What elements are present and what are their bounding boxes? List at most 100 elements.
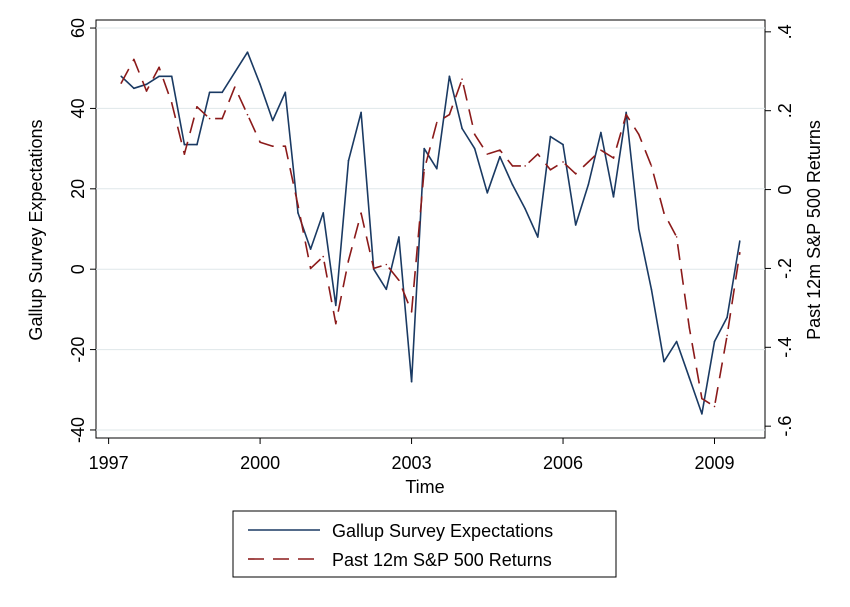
x-tick-label: 2000: [240, 453, 280, 473]
data-point: [385, 263, 388, 266]
gridlines: [96, 27, 765, 431]
data-point: [536, 153, 539, 155]
data-point: [524, 165, 526, 167]
data-point: [347, 259, 350, 262]
x-tick-label: 1997: [89, 453, 129, 473]
y-right-tick-label: -.4: [775, 337, 795, 358]
data-point: [637, 133, 640, 136]
x-tick-label: 2009: [694, 453, 734, 473]
legend-label-sp500: Past 12m S&P 500 Returns: [332, 550, 552, 570]
data-point: [234, 71, 236, 74]
data-point: [145, 83, 148, 86]
plot-area: [95, 19, 766, 439]
data-point: [347, 159, 350, 162]
data-point: [637, 228, 640, 230]
data-point: [663, 212, 665, 215]
y-right-tick-label: .2: [775, 103, 795, 118]
legend-box: [232, 510, 617, 578]
data-point: [726, 316, 728, 319]
data-point: [738, 240, 741, 242]
data-point: [221, 91, 224, 94]
data-point: [461, 127, 463, 130]
data-point: [246, 51, 249, 53]
data-point: [562, 143, 564, 146]
data-point: [587, 183, 590, 186]
data-point: [663, 360, 665, 363]
data-point: [133, 87, 135, 90]
series-line-sp500: [120, 58, 741, 408]
data-point: [322, 255, 325, 258]
data-point: [360, 111, 362, 114]
y-left-tick-label: -40: [68, 417, 88, 443]
y-left-tick-label: 60: [68, 18, 88, 38]
data-point: [246, 113, 249, 116]
data-point: [473, 147, 476, 150]
data-point: [713, 340, 716, 343]
x-tick-label: 2006: [543, 453, 583, 473]
y-right-tick-label: 0: [775, 185, 795, 195]
data-point: [360, 212, 362, 215]
data-point: [120, 75, 123, 78]
y-axis-right-title: Past 12m S&P 500 Returns: [804, 120, 824, 340]
data-point: [461, 78, 463, 80]
data-point: [196, 105, 198, 108]
data-point: [398, 236, 400, 238]
data-point: [524, 208, 526, 210]
data-point: [158, 75, 160, 78]
data-point: [549, 135, 552, 138]
data-point: [688, 376, 691, 379]
data-point: [625, 111, 627, 114]
data-point: [335, 304, 337, 307]
data-point: [701, 413, 703, 415]
legend: Gallup Survey Expectations Past 12m S&P …: [232, 510, 617, 578]
data-point: [650, 165, 653, 167]
data-point: [574, 172, 577, 175]
series-layer: [120, 51, 741, 415]
data-point: [133, 58, 135, 61]
data-point: [436, 167, 438, 170]
data-point: [259, 83, 261, 86]
data-point: [158, 66, 160, 69]
y-right-tick-label: -.2: [775, 258, 795, 279]
data-point: [423, 169, 425, 171]
x-axis: 1997 2000 2003 2006 2009: [89, 438, 735, 473]
data-point: [726, 334, 728, 337]
y-left-tick-label: -20: [68, 337, 88, 363]
y-axis-right: -.6 -.4 -.2 0 .2 .4: [765, 24, 795, 437]
y-axis-left-title: Gallup Survey Expectations: [26, 119, 46, 340]
data-point: [511, 183, 514, 186]
data-point: [297, 212, 299, 214]
data-point: [234, 86, 236, 88]
data-point: [259, 141, 261, 144]
data-point: [284, 91, 287, 94]
data-point: [448, 75, 451, 78]
data-point: [271, 119, 274, 122]
data-point: [688, 326, 691, 329]
data-point: [713, 405, 716, 408]
data-point: [738, 251, 741, 254]
data-point: [486, 153, 489, 155]
data-point: [499, 149, 501, 151]
data-point: [309, 267, 312, 270]
data-point: [612, 196, 615, 198]
data-point: [183, 143, 186, 146]
data-point: [587, 161, 590, 163]
data-point: [170, 102, 173, 104]
data-point: [612, 157, 615, 159]
data-point: [398, 279, 400, 282]
x-axis-title: Time: [405, 477, 444, 497]
y-left-tick-label: 20: [68, 179, 88, 199]
data-point: [297, 204, 299, 207]
data-point: [473, 133, 476, 136]
data-point: [196, 143, 198, 146]
legend-label-gallup: Gallup Survey Expectations: [332, 521, 553, 541]
data-point: [549, 169, 552, 171]
data-point: [385, 288, 388, 291]
data-point: [574, 224, 577, 226]
data-point: [410, 380, 413, 383]
data-point: [208, 117, 211, 120]
data-point: [536, 236, 539, 238]
data-point: [600, 149, 602, 151]
x-tick-label: 2003: [392, 453, 432, 473]
